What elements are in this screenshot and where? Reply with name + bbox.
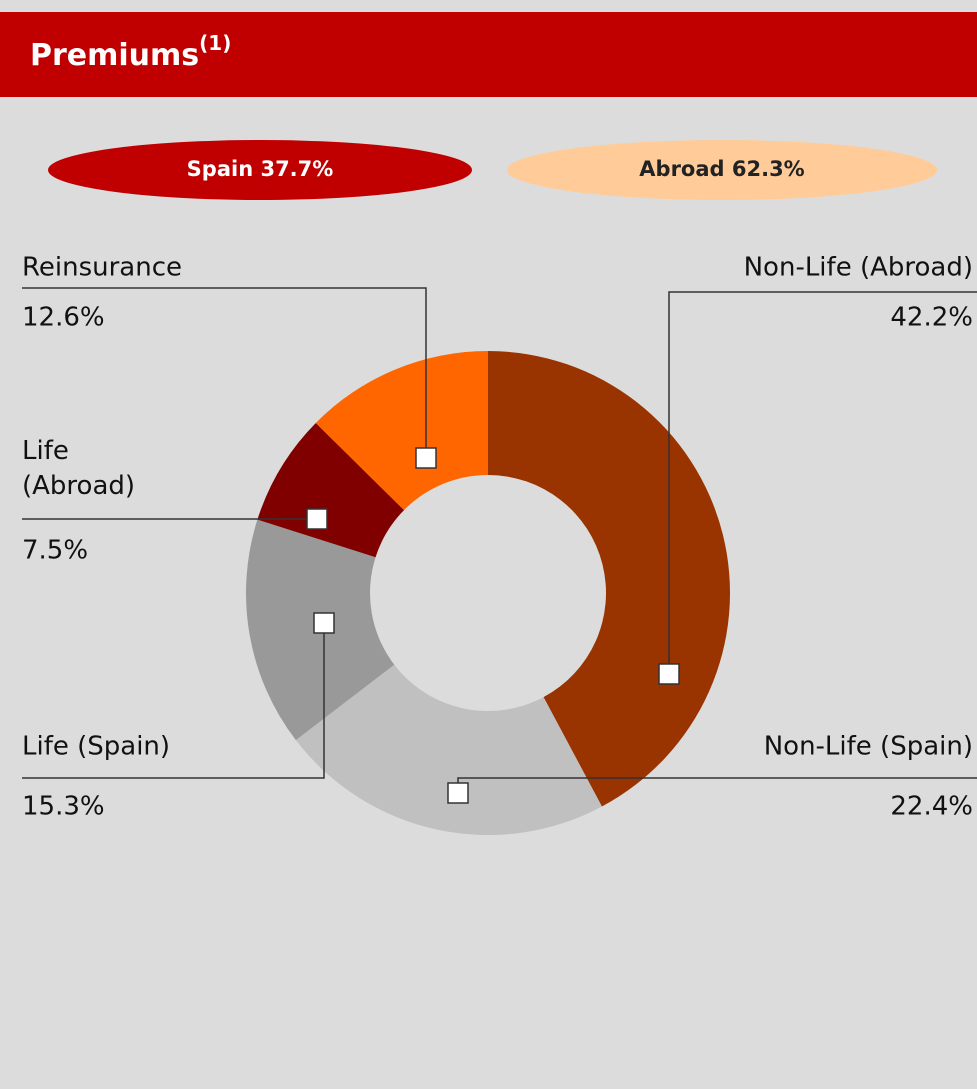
badge-label: Abroad 62.3% <box>639 157 804 181</box>
leader-marker <box>306 508 328 530</box>
leader-marker <box>415 447 437 469</box>
badge <box>48 140 472 200</box>
leader-marker <box>447 782 469 804</box>
category-label: Non-Life (Abroad) <box>744 253 973 283</box>
label-box: Life (Abroad) <box>22 436 136 501</box>
value-label: 7.5% <box>22 536 88 566</box>
value-label: 15.3% <box>22 792 105 822</box>
chart-title: Premiums(1) <box>30 31 231 73</box>
donut-segment <box>257 422 405 558</box>
leader-marker <box>658 663 680 685</box>
category-label: Life (Abroad) <box>22 436 136 501</box>
header-band <box>0 12 977 97</box>
value-label: 22.4% <box>890 792 973 822</box>
title-text: Premiums <box>30 38 199 73</box>
value-label: 42.2% <box>890 303 973 333</box>
donut-segment <box>315 351 488 511</box>
category-label: Reinsurance <box>22 253 182 283</box>
leader-line <box>22 623 325 779</box>
donut-segment <box>295 664 602 835</box>
value-label: 12.6% <box>22 303 105 333</box>
title-note: (1) <box>199 31 231 55</box>
category-label: Life (Spain) <box>22 732 170 762</box>
leader-line <box>22 287 427 458</box>
badge <box>507 140 937 200</box>
leader-line <box>668 291 977 674</box>
leader-marker <box>313 612 335 634</box>
category-label: Non-Life (Spain) <box>764 732 973 762</box>
badge-label: Spain 37.7% <box>187 157 334 181</box>
